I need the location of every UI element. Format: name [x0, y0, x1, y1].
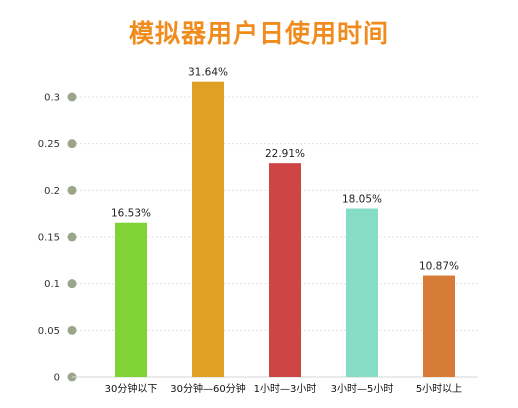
data-label: 22.91%	[265, 148, 305, 160]
bar	[115, 222, 147, 377]
y-tick-marker	[67, 185, 77, 195]
y-tick-marker	[67, 325, 77, 335]
x-tick-label: 30分钟以下	[105, 382, 158, 395]
bar	[346, 208, 378, 377]
x-tick-label: 30分钟—60分钟	[170, 382, 245, 395]
data-label: 10.87%	[419, 261, 459, 273]
x-tick-label: 3小时—5小时	[331, 383, 394, 395]
bar	[192, 81, 224, 378]
bar	[269, 163, 301, 377]
data-label: 16.53%	[111, 208, 151, 220]
y-tick-marker	[67, 232, 77, 242]
data-label: 18.05%	[342, 194, 382, 206]
chart-title: 模拟器用户日使用时间	[128, 19, 389, 48]
y-tick-label: 0.2	[44, 186, 60, 197]
y-tick-label: 0.15	[38, 233, 60, 244]
y-tick-label: 0.1	[44, 279, 60, 290]
x-tick-label: 5小时以上	[416, 383, 462, 395]
data-label: 31.64%	[188, 67, 228, 79]
x-tick-label: 1小时—3小时	[254, 383, 317, 395]
bar	[423, 275, 455, 377]
y-tick-marker	[67, 139, 77, 149]
y-tick-marker	[67, 92, 77, 102]
y-tick-label: 0	[54, 373, 60, 384]
y-tick-label: 0.05	[38, 326, 60, 337]
y-tick-label: 0.25	[38, 139, 60, 150]
y-tick-label: 0.3	[44, 93, 60, 104]
y-tick-marker	[67, 279, 77, 289]
